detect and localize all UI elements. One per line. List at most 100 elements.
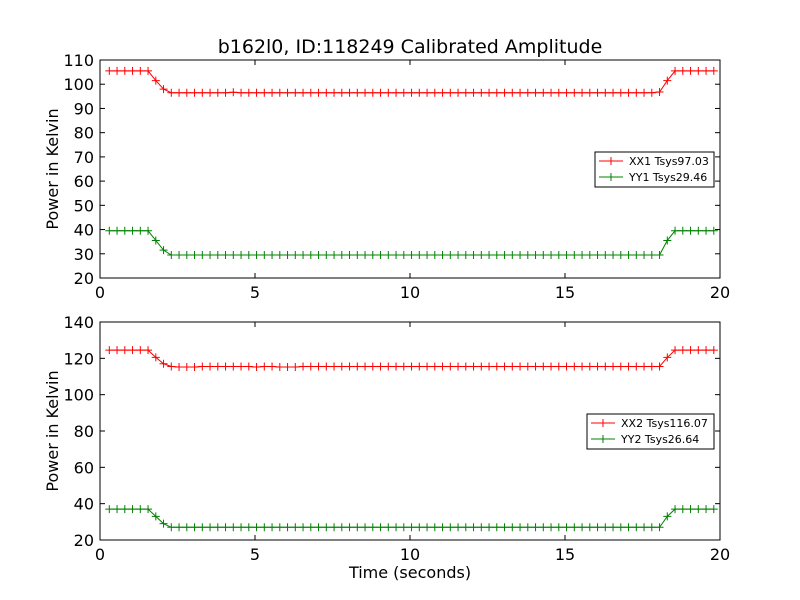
data-point [601, 523, 610, 532]
data-point [384, 362, 393, 371]
data-point [694, 505, 703, 514]
data-point [640, 250, 649, 259]
legend-label: YY1 Tsys29.46 [628, 171, 707, 184]
data-point [376, 88, 385, 97]
data-point [671, 505, 680, 514]
data-point [392, 250, 401, 259]
data-point [609, 523, 618, 532]
data-point [283, 523, 292, 532]
data-point [113, 505, 122, 514]
data-point [221, 523, 230, 532]
data-point [709, 226, 718, 235]
data-point [415, 88, 424, 97]
data-point [430, 362, 439, 371]
data-point [291, 88, 300, 97]
x-tick-label: 10 [400, 545, 420, 564]
data-point [423, 250, 432, 259]
legend-box [586, 413, 715, 450]
data-point [353, 88, 362, 97]
data-point [330, 362, 339, 371]
y-tick-label: 50 [74, 196, 94, 215]
data-point [345, 362, 354, 371]
x-tick-label: 10 [400, 283, 420, 302]
data-point [616, 362, 625, 371]
data-point [609, 88, 618, 97]
data-point [500, 250, 509, 259]
data-point [337, 250, 346, 259]
data-point [392, 523, 401, 532]
data-point [198, 362, 207, 371]
data-point [531, 362, 540, 371]
data-point [554, 88, 563, 97]
data-point [237, 523, 246, 532]
data-point [151, 236, 160, 245]
data-point [492, 523, 501, 532]
data-point [314, 250, 323, 259]
data-point [322, 523, 331, 532]
data-point [291, 523, 300, 532]
data-point [578, 362, 587, 371]
data-point [399, 523, 408, 532]
data-point [206, 523, 215, 532]
data-point [237, 362, 246, 371]
data-point [330, 523, 339, 532]
x-tick-label: 15 [555, 545, 575, 564]
data-point [454, 250, 463, 259]
data-point [624, 523, 633, 532]
y-tick-label: 20 [74, 269, 94, 288]
data-point [167, 362, 176, 371]
data-point [368, 362, 377, 371]
x-tick-label: 20 [710, 283, 730, 302]
data-point [585, 88, 594, 97]
data-point [593, 523, 602, 532]
data-point [128, 66, 137, 75]
data-point [213, 523, 222, 532]
data-point [244, 88, 253, 97]
data-point [663, 512, 672, 521]
data-point [151, 76, 160, 85]
data-point [678, 226, 687, 235]
data-point [547, 88, 556, 97]
data-point [306, 250, 315, 259]
data-point [678, 346, 687, 355]
data-point [632, 362, 641, 371]
data-point [330, 88, 339, 97]
data-point [477, 88, 486, 97]
data-point [113, 346, 122, 355]
legend-marker [599, 419, 607, 427]
legend-marker [607, 173, 615, 181]
data-point [671, 346, 680, 355]
data-point [516, 88, 525, 97]
data-point [376, 362, 385, 371]
data-point [593, 362, 602, 371]
legend-label: YY2 Tsys26.64 [620, 433, 699, 446]
data-point [120, 505, 129, 514]
data-point [268, 362, 277, 371]
data-point [376, 250, 385, 259]
data-point [244, 523, 253, 532]
data-point [190, 250, 199, 259]
data-point [632, 250, 641, 259]
data-point [213, 250, 222, 259]
data-point [275, 250, 284, 259]
data-point [306, 362, 315, 371]
data-point [601, 362, 610, 371]
series-1-1 [105, 66, 718, 97]
data-point [384, 88, 393, 97]
data-point [477, 250, 486, 259]
data-point [461, 362, 470, 371]
y-tick-label: 60 [74, 458, 94, 477]
data-point [655, 87, 664, 96]
data-point [702, 346, 711, 355]
data-point [198, 88, 207, 97]
data-point [252, 250, 261, 259]
data-point [640, 88, 649, 97]
data-point [531, 523, 540, 532]
data-point [268, 88, 277, 97]
data-point [120, 66, 129, 75]
data-point [562, 362, 571, 371]
x-tick-label: 0 [95, 545, 105, 564]
data-point [136, 346, 145, 355]
data-point [539, 523, 548, 532]
series-1-2 [105, 226, 718, 259]
